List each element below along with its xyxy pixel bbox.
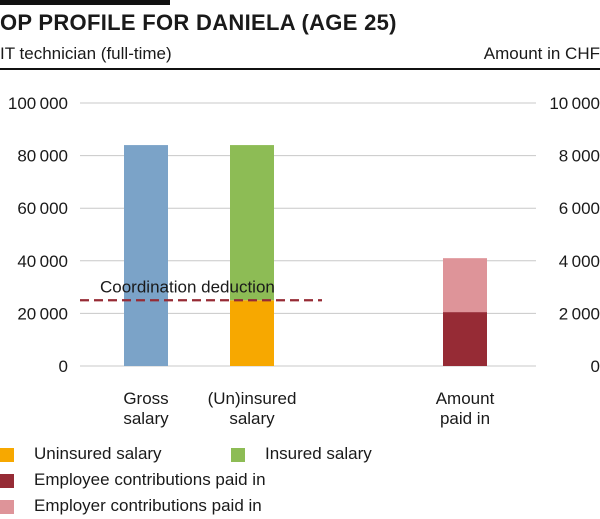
header-rule <box>0 68 600 70</box>
legend-label: Employee contributions paid in <box>34 470 266 489</box>
y-tick-label-left: 80 000 <box>17 147 68 166</box>
y-tick-label-left: 20 000 <box>17 304 68 323</box>
bar-segment <box>443 258 487 313</box>
y-tick-label-right: 10 000 <box>549 94 600 113</box>
x-tick-label: paid in <box>440 409 490 428</box>
legend-swatch <box>0 448 14 462</box>
y-tick-label-right: 2 000 <box>559 304 600 323</box>
legend-label: Employer contributions paid in <box>34 496 262 515</box>
bar-segment <box>230 300 274 366</box>
y-tick-label-right: 0 <box>591 357 600 376</box>
y-tick-label-right: 4 000 <box>559 252 600 271</box>
bar-segment <box>124 145 168 366</box>
x-tick-label: salary <box>229 409 275 428</box>
x-tick-label: (Un)insured <box>208 389 297 408</box>
x-tick-label: Amount <box>436 389 495 408</box>
x-tick-label: salary <box>123 409 169 428</box>
bar-segment <box>443 312 487 366</box>
x-tick-label: Gross <box>123 389 168 408</box>
y-tick-label-left: 0 <box>59 357 68 376</box>
y-tick-label-left: 40 000 <box>17 252 68 271</box>
y-tick-label-left: 100 000 <box>8 94 68 113</box>
coordination-deduction-label: Coordination deduction <box>100 277 275 296</box>
chart-subtitle: IT technician (full-time) <box>0 44 172 63</box>
top-accent-rule <box>0 0 170 5</box>
bar-segment <box>230 145 274 301</box>
chart-title: OP PROFILE FOR DANIELA (AGE 25) <box>0 10 397 35</box>
legend-label: Uninsured salary <box>34 444 162 463</box>
legend-label: Insured salary <box>265 444 372 463</box>
legend-swatch <box>0 500 14 514</box>
legend-swatch <box>231 448 245 462</box>
unit-label: Amount in CHF <box>483 44 600 63</box>
y-tick-label-right: 6 000 <box>559 199 600 218</box>
legend-swatch <box>0 474 14 488</box>
y-tick-label-right: 8 000 <box>559 147 600 166</box>
y-tick-label-left: 60 000 <box>17 199 68 218</box>
